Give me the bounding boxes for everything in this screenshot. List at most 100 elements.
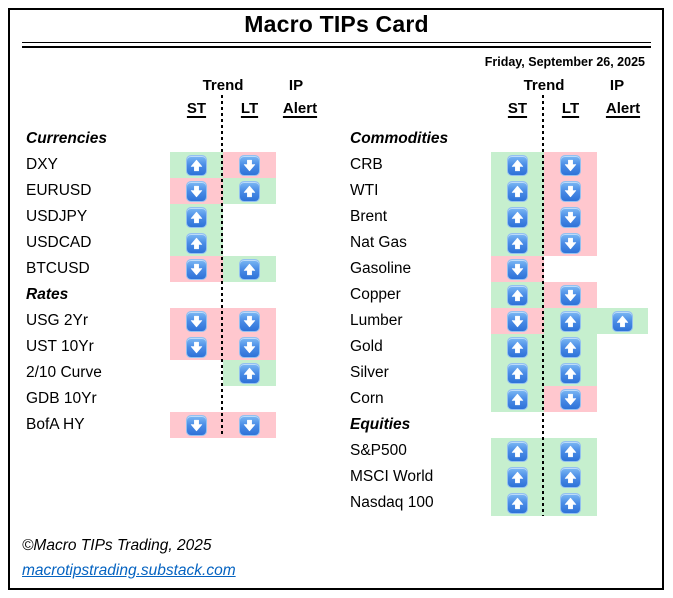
- up-arrow-icon: [507, 154, 528, 176]
- up-arrow-icon: [560, 362, 581, 384]
- table-row: Nat Gas: [0, 230, 673, 256]
- st-header-right: ST: [507, 100, 528, 117]
- down-arrow-icon: [560, 232, 581, 254]
- down-arrow-icon: [186, 180, 207, 202]
- table-row: DXY: [0, 152, 673, 178]
- st-header-left: ST: [186, 100, 207, 117]
- trend-header-left: Trend: [202, 77, 244, 94]
- st-trend-cell: [170, 412, 223, 438]
- instrument-label: Copper: [350, 286, 401, 303]
- ip-header-right: IP: [609, 77, 625, 94]
- up-arrow-icon: [507, 232, 528, 254]
- table-row: GDB 10Yr: [0, 386, 673, 412]
- st-trend-cell: [170, 204, 223, 230]
- copyright-text: ©Macro TIPs Trading, 2025: [22, 537, 212, 554]
- st-trend-cell: [491, 360, 544, 386]
- lt-header-right: LT: [561, 100, 580, 117]
- alert-header-left: Alert: [282, 100, 318, 117]
- up-arrow-icon: [507, 388, 528, 410]
- instrument-label: GDB 10Yr: [26, 390, 97, 407]
- section-row: Currencies: [0, 126, 673, 152]
- lt-trend-cell: [544, 334, 597, 360]
- down-arrow-icon: [560, 206, 581, 228]
- st-trend-cell: [170, 178, 223, 204]
- up-arrow-icon: [507, 284, 528, 306]
- table-row: EURUSD: [0, 178, 673, 204]
- up-arrow-icon: [560, 440, 581, 462]
- substack-link[interactable]: macrotipstrading.substack.com: [22, 562, 236, 579]
- instrument-label: Nasdaq 100: [350, 494, 434, 511]
- up-arrow-icon: [239, 258, 260, 280]
- instrument-label: CRB: [350, 156, 383, 173]
- card-border: [8, 8, 664, 590]
- instrument-label: Gold: [350, 338, 383, 355]
- table-row: 2/10 Curve: [0, 360, 673, 386]
- table-row: UST 10Yr: [0, 334, 673, 360]
- up-arrow-icon: [507, 336, 528, 358]
- instrument-label: USDJPY: [26, 208, 88, 225]
- up-arrow-icon: [612, 310, 633, 332]
- up-arrow-icon: [507, 180, 528, 202]
- instrument-label: DXY: [26, 156, 58, 173]
- lt-trend-cell: [223, 152, 276, 178]
- lt-header-left: LT: [240, 100, 259, 117]
- st-trend-cell: [170, 152, 223, 178]
- st-trend-cell: [491, 490, 544, 516]
- up-arrow-icon: [186, 154, 207, 176]
- lt-trend-cell: [544, 308, 597, 334]
- table-row: Copper: [0, 282, 673, 308]
- instrument-label: Nat Gas: [350, 234, 407, 251]
- down-arrow-icon: [239, 336, 260, 358]
- st-trend-cell: [170, 230, 223, 256]
- down-arrow-icon: [239, 414, 260, 436]
- up-arrow-icon: [239, 362, 260, 384]
- st-trend-cell: [491, 334, 544, 360]
- instrument-label: UST 10Yr: [26, 338, 94, 355]
- down-arrow-icon: [560, 388, 581, 410]
- instrument-label: Brent: [350, 208, 388, 225]
- page-title: Macro TIPs Card: [244, 11, 429, 37]
- st-trend-cell: [491, 204, 544, 230]
- st-trend-cell: [491, 178, 544, 204]
- instrument-label: Lumber: [350, 312, 403, 329]
- st-trend-cell: [170, 308, 223, 334]
- table-row: USDJPY: [0, 204, 673, 230]
- table-row: Lumber: [0, 308, 673, 334]
- ip-header-left: IP: [288, 77, 304, 94]
- instrument-label: Gasoline: [350, 260, 412, 277]
- table-row: Nasdaq 100: [0, 490, 673, 516]
- up-arrow-icon: [560, 466, 581, 488]
- down-arrow-icon: [560, 180, 581, 202]
- instrument-label: BofA HY: [26, 416, 85, 433]
- instrument-label: S&P500: [350, 442, 407, 459]
- table-row: Silver: [0, 360, 673, 386]
- st-trend-cell: [491, 386, 544, 412]
- table-row: WTI: [0, 178, 673, 204]
- down-arrow-icon: [239, 154, 260, 176]
- st-trend-cell: [491, 438, 544, 464]
- down-arrow-icon: [507, 310, 528, 332]
- down-arrow-icon: [239, 310, 260, 332]
- title-divider: [22, 42, 651, 48]
- table-row: Corn: [0, 386, 673, 412]
- up-arrow-icon: [507, 492, 528, 514]
- section-row: Rates: [0, 282, 673, 308]
- up-arrow-icon: [560, 492, 581, 514]
- lt-trend-cell: [544, 230, 597, 256]
- trend-header-right: Trend: [523, 77, 565, 94]
- instrument-label: MSCI World: [350, 468, 434, 485]
- instrument-label: USG 2Yr: [26, 312, 89, 329]
- report-date: Friday, September 26, 2025: [484, 55, 645, 69]
- instrument-label: 2/10 Curve: [26, 364, 102, 381]
- st-trend-cell: [170, 256, 223, 282]
- table-row: Gasoline: [0, 256, 673, 282]
- table-row: USDCAD: [0, 230, 673, 256]
- section-row: Commodities: [0, 126, 673, 152]
- up-arrow-icon: [186, 206, 207, 228]
- lt-trend-cell: [544, 282, 597, 308]
- up-arrow-icon: [507, 466, 528, 488]
- down-arrow-icon: [507, 258, 528, 280]
- up-arrow-icon: [507, 440, 528, 462]
- instrument-label: WTI: [350, 182, 379, 199]
- up-arrow-icon: [560, 336, 581, 358]
